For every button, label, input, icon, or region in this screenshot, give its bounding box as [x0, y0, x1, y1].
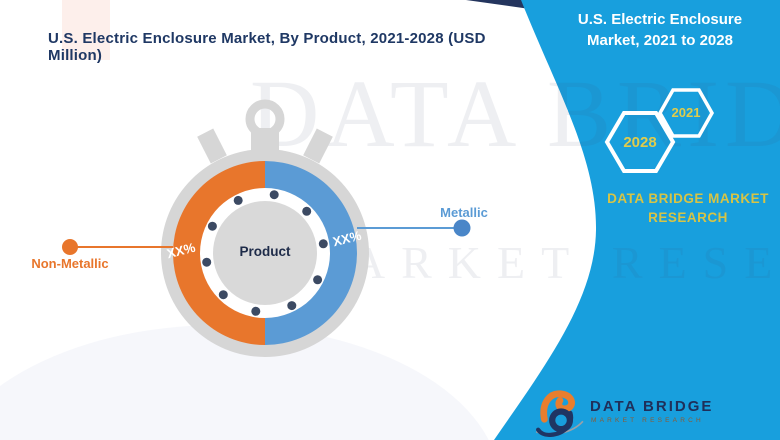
hexagon-year-2021: 2021	[671, 105, 701, 120]
logo-orange-curl	[540, 390, 575, 423]
brand-wordmark: DATA BRIDGE MARKET RESEARCH	[596, 189, 780, 227]
watermark-pink-block	[62, 0, 110, 60]
logo-name-text: DATA BRIDGE	[590, 398, 714, 415]
label-non-metallic: Non-Metallic	[31, 256, 109, 271]
data-bridge-logo-icon	[536, 390, 584, 438]
panel-header-line1: U.S. Electric Enclosure	[577, 11, 743, 28]
brand-line1: DATA BRIDGE MARKET	[607, 191, 769, 206]
logo-navy-tail	[536, 410, 574, 438]
label-metallic: Metallic	[440, 205, 488, 220]
panel-header-line2: Market, 2021 to 2028	[587, 32, 733, 49]
callout-dot-metallic	[453, 219, 471, 237]
center-disc	[213, 201, 317, 305]
donut-center-label: Product	[239, 244, 291, 259]
chart-title: U.S. Electric Enclosure Market, By Produ…	[48, 30, 486, 64]
data-bridge-logo: DATA BRIDGE MARKET RESEARCH	[528, 386, 778, 440]
brand-line2: RESEARCH	[648, 210, 728, 225]
hexagon-2021	[657, 88, 715, 138]
hexagon-year-2028: 2028	[623, 134, 657, 151]
hexagon-2028	[604, 111, 676, 173]
callout-dot-non-metallic	[62, 239, 78, 255]
stopwatch-left-lug	[197, 128, 227, 164]
stopwatch-crown-ring	[245, 99, 285, 139]
logo-tagline-text: MARKET RESEARCH	[591, 417, 704, 424]
stopwatch-right-lug	[303, 128, 333, 164]
clock-dots	[202, 190, 328, 316]
panel-header: U.S. Electric Enclosure Market, 2021 to …	[563, 9, 757, 51]
